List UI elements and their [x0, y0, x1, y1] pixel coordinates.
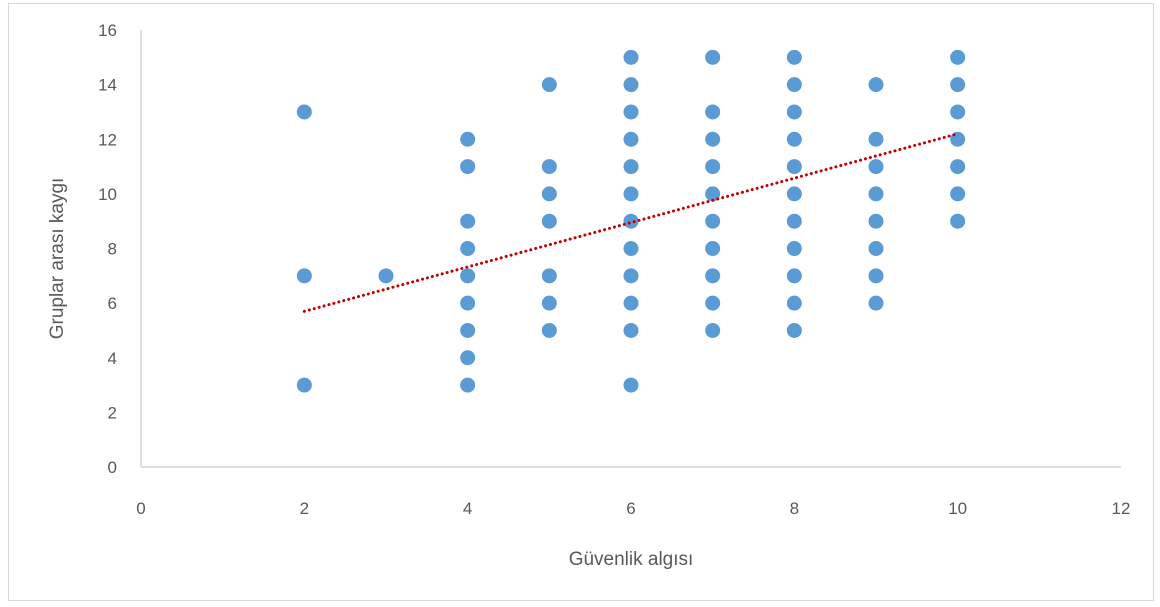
- data-point: [705, 213, 721, 229]
- y-tick-label: 4: [108, 349, 117, 368]
- data-point: [541, 186, 557, 202]
- data-point: [786, 131, 802, 147]
- data-point: [868, 295, 884, 311]
- y-tick-label: 6: [108, 294, 117, 313]
- data-point: [541, 295, 557, 311]
- y-tick-label: 10: [98, 185, 117, 204]
- data-point: [786, 104, 802, 120]
- data-point: [460, 159, 476, 175]
- data-point: [623, 49, 639, 65]
- data-point: [950, 131, 966, 147]
- plot-area: 0 2 4 6 8 10 12 0 2 4 6 8 10 12 14 16: [98, 21, 1130, 518]
- data-point: [950, 186, 966, 202]
- data-point: [868, 268, 884, 284]
- data-point: [460, 268, 476, 284]
- data-point: [868, 186, 884, 202]
- data-point: [786, 49, 802, 65]
- x-tick-label: 2: [300, 499, 309, 518]
- data-point: [868, 131, 884, 147]
- data-point: [623, 268, 639, 284]
- data-point: [950, 104, 966, 120]
- data-point: [460, 322, 476, 338]
- data-point: [541, 77, 557, 93]
- y-tick-label: 12: [98, 130, 117, 149]
- data-point: [623, 295, 639, 311]
- y-tick-label: 8: [108, 240, 117, 259]
- data-point: [786, 213, 802, 229]
- data-point: [460, 295, 476, 311]
- data-point: [296, 268, 312, 284]
- data-points: [296, 49, 966, 393]
- x-tick-label: 0: [136, 499, 145, 518]
- data-point: [705, 159, 721, 175]
- data-point: [705, 268, 721, 284]
- data-point: [541, 213, 557, 229]
- data-point: [296, 104, 312, 120]
- data-point: [705, 104, 721, 120]
- data-point: [950, 77, 966, 93]
- data-point: [868, 159, 884, 175]
- trendline: [302, 132, 960, 313]
- data-point: [786, 241, 802, 256]
- data-point: [623, 213, 639, 229]
- data-point: [705, 131, 721, 147]
- data-point: [460, 241, 476, 256]
- data-point: [950, 159, 966, 175]
- x-tick-labels: 0 2 4 6 8 10 12: [136, 499, 1130, 518]
- data-point: [623, 241, 639, 256]
- chart-frame: [8, 3, 1154, 601]
- x-axis-title: Güvenlik algısı: [569, 549, 694, 570]
- data-point: [868, 213, 884, 229]
- data-point: [460, 377, 476, 393]
- y-tick-labels: 0 2 4 6 8 10 12 14 16: [98, 21, 117, 477]
- data-point: [623, 104, 639, 120]
- data-point: [623, 186, 639, 202]
- data-point: [460, 350, 476, 366]
- data-point: [868, 241, 884, 256]
- x-tick-label: 8: [790, 499, 799, 518]
- data-point: [623, 377, 639, 393]
- y-tick-label: 2: [108, 403, 117, 422]
- data-point: [296, 377, 312, 393]
- data-point: [460, 213, 476, 229]
- y-axis-title: Gruplar arası kaygı: [47, 178, 68, 340]
- data-point: [950, 49, 966, 65]
- data-point: [786, 77, 802, 93]
- y-tick-label: 16: [98, 21, 117, 40]
- x-tick-label: 10: [948, 499, 967, 518]
- data-point: [786, 322, 802, 338]
- data-point: [868, 77, 884, 93]
- data-point: [623, 159, 639, 175]
- data-point: [705, 241, 721, 256]
- x-tick-label: 12: [1112, 499, 1131, 518]
- y-tick-label: 14: [98, 76, 117, 95]
- data-point: [541, 322, 557, 338]
- data-point: [705, 49, 721, 65]
- data-point: [950, 213, 966, 229]
- data-point: [786, 295, 802, 311]
- data-point: [541, 159, 557, 175]
- data-point: [705, 295, 721, 311]
- data-point: [786, 186, 802, 202]
- data-point: [623, 131, 639, 147]
- y-tick-label: 0: [108, 458, 117, 477]
- data-point: [786, 159, 802, 175]
- data-point: [541, 268, 557, 284]
- x-tick-label: 4: [463, 499, 472, 518]
- data-point: [705, 186, 721, 202]
- data-point: [378, 268, 394, 284]
- data-point: [623, 77, 639, 93]
- data-point: [786, 268, 802, 284]
- data-point: [460, 131, 476, 147]
- data-point: [623, 322, 639, 338]
- x-tick-label: 6: [626, 499, 635, 518]
- data-point: [705, 322, 721, 338]
